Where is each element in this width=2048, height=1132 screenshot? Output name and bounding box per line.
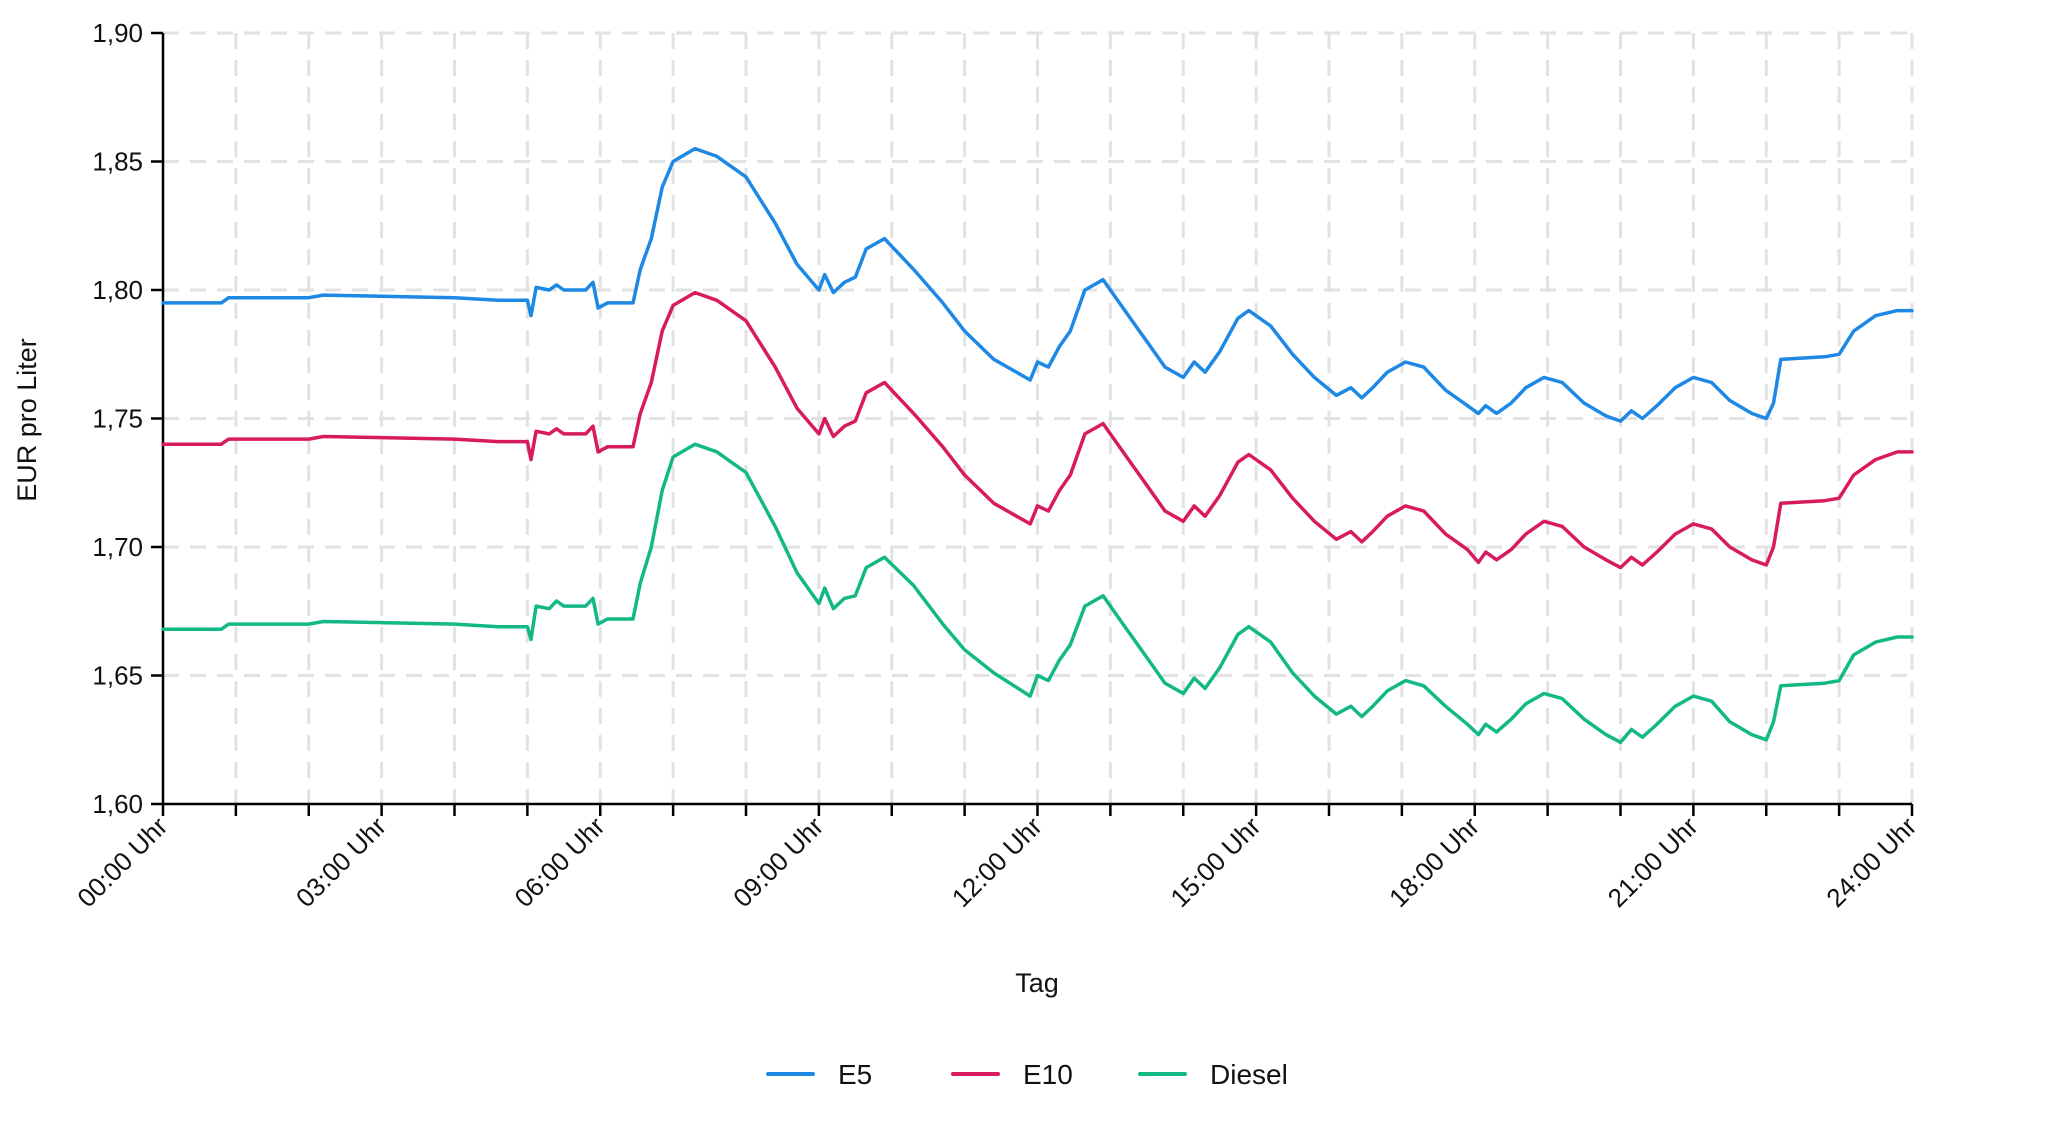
x-tick-label: 15:00 Uhr [1164,811,1266,913]
x-axis-title: Tag [1015,968,1059,998]
y-tick-label: 1,70 [92,532,143,562]
legend-label-e5: E5 [838,1059,872,1090]
x-tick-label: 00:00 Uhr [71,811,173,913]
x-tick-label: 03:00 Uhr [290,811,392,913]
series-line-e5 [161,146,1914,423]
legend-label-e10: E10 [1023,1059,1073,1090]
x-tick-label: 21:00 Uhr [1602,811,1704,913]
y-tick-label: 1,65 [92,661,143,691]
y-axis-title: EUR pro Liter [12,338,42,502]
y-tick-label: 1,60 [92,789,143,819]
axes: 1,60 1,65 1,70 1,75 1,80 1,85 1,90 00:00 Uhr 03:… [71,18,1922,913]
y-tick-label: 1,75 [92,404,143,434]
grid [163,31,1914,804]
series-lines [161,146,1914,745]
x-tick-label: 24:00 Uhr [1820,811,1922,913]
y-tick-label: 1,85 [92,147,143,177]
x-tick-label: 09:00 Uhr [727,811,829,913]
legend: E5 E10 Diesel [766,1059,1288,1090]
series-line-diesel [161,442,1914,745]
series-line-e10 [161,290,1914,570]
x-tick-label: 12:00 Uhr [946,811,1048,913]
legend-label-diesel: Diesel [1210,1059,1288,1090]
x-tick-label: 18:00 Uhr [1383,811,1485,913]
y-tick-label: 1,80 [92,275,143,305]
y-tick-label: 1,90 [92,18,143,48]
x-tick-label: 06:00 Uhr [509,811,611,913]
